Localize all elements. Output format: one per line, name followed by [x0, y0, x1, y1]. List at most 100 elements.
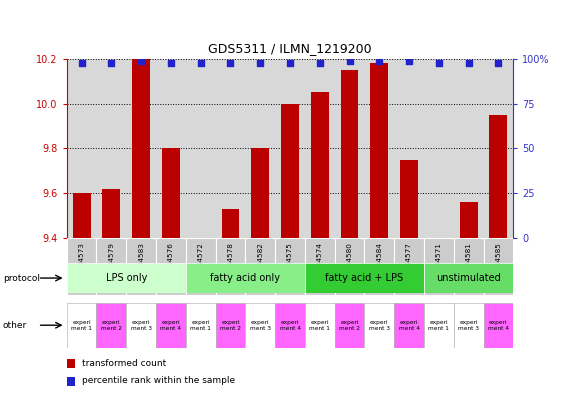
- Text: unstimulated: unstimulated: [436, 273, 501, 283]
- Text: experi
ment 2: experi ment 2: [220, 320, 241, 331]
- Point: [256, 59, 265, 66]
- Bar: [460, 202, 477, 238]
- Text: LPS only: LPS only: [106, 273, 147, 283]
- Bar: [186, 303, 216, 348]
- Bar: [156, 303, 186, 348]
- Bar: [132, 0, 150, 238]
- Point: [404, 58, 414, 64]
- Text: GSM1034573: GSM1034573: [78, 242, 85, 291]
- Bar: [67, 303, 96, 348]
- Text: experi
ment 3: experi ment 3: [369, 320, 390, 331]
- Bar: [67, 359, 74, 368]
- Bar: [103, 189, 120, 238]
- Text: fatty acid only: fatty acid only: [211, 273, 280, 283]
- Text: GSM1034571: GSM1034571: [436, 242, 442, 291]
- Point: [77, 59, 86, 66]
- Bar: [222, 209, 240, 238]
- Text: experi
ment 2: experi ment 2: [339, 320, 360, 331]
- Text: experi
ment 2: experi ment 2: [101, 320, 122, 331]
- Text: transformed count: transformed count: [82, 359, 166, 368]
- Text: GSM1034574: GSM1034574: [317, 242, 323, 291]
- Text: GSM1034581: GSM1034581: [466, 242, 472, 291]
- Bar: [251, 148, 269, 238]
- Bar: [67, 263, 186, 293]
- Bar: [245, 303, 275, 348]
- Text: experi
ment 1: experi ment 1: [71, 320, 92, 331]
- Bar: [281, 104, 299, 238]
- Bar: [394, 238, 424, 295]
- Bar: [454, 303, 484, 348]
- Text: experi
ment 4: experi ment 4: [161, 320, 182, 331]
- Point: [494, 59, 503, 66]
- Bar: [305, 263, 424, 293]
- Text: GSM1034585: GSM1034585: [495, 242, 502, 291]
- Bar: [162, 148, 180, 238]
- Bar: [186, 263, 305, 293]
- Bar: [364, 303, 394, 348]
- Bar: [96, 238, 126, 295]
- Text: experi
ment 1: experi ment 1: [429, 320, 450, 331]
- Text: GSM1034584: GSM1034584: [376, 242, 382, 291]
- Bar: [67, 376, 74, 386]
- Text: experi
ment 4: experi ment 4: [398, 320, 419, 331]
- Text: experi
ment 3: experi ment 3: [250, 320, 271, 331]
- Text: GSM1034579: GSM1034579: [108, 242, 114, 291]
- Bar: [305, 238, 335, 295]
- Point: [196, 59, 205, 66]
- Bar: [340, 70, 358, 238]
- Text: experi
ment 4: experi ment 4: [488, 320, 509, 331]
- Text: GSM1034572: GSM1034572: [198, 242, 204, 291]
- Text: experi
ment 3: experi ment 3: [130, 320, 151, 331]
- Point: [226, 59, 235, 66]
- Bar: [371, 63, 388, 238]
- Bar: [335, 238, 364, 295]
- Bar: [484, 303, 513, 348]
- Bar: [126, 238, 156, 295]
- Point: [315, 59, 324, 66]
- Bar: [424, 238, 454, 295]
- Point: [136, 58, 146, 64]
- Point: [166, 59, 176, 66]
- Bar: [424, 303, 454, 348]
- Text: fatty acid + LPS: fatty acid + LPS: [325, 273, 404, 283]
- Bar: [394, 303, 424, 348]
- Bar: [335, 303, 364, 348]
- Text: percentile rank within the sample: percentile rank within the sample: [82, 376, 235, 386]
- Bar: [186, 238, 216, 295]
- Text: GSM1034576: GSM1034576: [168, 242, 174, 291]
- Bar: [126, 303, 156, 348]
- Bar: [216, 303, 245, 348]
- Text: GSM1034583: GSM1034583: [138, 242, 144, 291]
- Bar: [424, 263, 513, 293]
- Bar: [245, 238, 275, 295]
- Title: GDS5311 / ILMN_1219200: GDS5311 / ILMN_1219200: [208, 42, 372, 55]
- Bar: [156, 238, 186, 295]
- Text: GSM1034578: GSM1034578: [227, 242, 234, 291]
- Point: [345, 58, 354, 64]
- Text: experi
ment 1: experi ment 1: [190, 320, 211, 331]
- Point: [464, 59, 473, 66]
- Bar: [311, 92, 329, 238]
- Bar: [400, 160, 418, 238]
- Bar: [216, 238, 245, 295]
- Text: GSM1034580: GSM1034580: [346, 242, 353, 291]
- Bar: [364, 238, 394, 295]
- Text: protocol: protocol: [3, 274, 40, 283]
- Text: GSM1034577: GSM1034577: [406, 242, 412, 291]
- Point: [375, 58, 384, 64]
- Bar: [484, 238, 513, 295]
- Text: other: other: [3, 321, 27, 330]
- Bar: [96, 303, 126, 348]
- Text: GSM1034575: GSM1034575: [287, 242, 293, 291]
- Bar: [67, 238, 96, 295]
- Bar: [72, 193, 90, 238]
- Text: experi
ment 1: experi ment 1: [309, 320, 330, 331]
- Point: [107, 59, 116, 66]
- Point: [285, 59, 295, 66]
- Text: GSM1034582: GSM1034582: [257, 242, 263, 291]
- Bar: [275, 303, 305, 348]
- Bar: [275, 238, 305, 295]
- Bar: [490, 115, 508, 238]
- Text: experi
ment 3: experi ment 3: [458, 320, 479, 331]
- Point: [434, 59, 444, 66]
